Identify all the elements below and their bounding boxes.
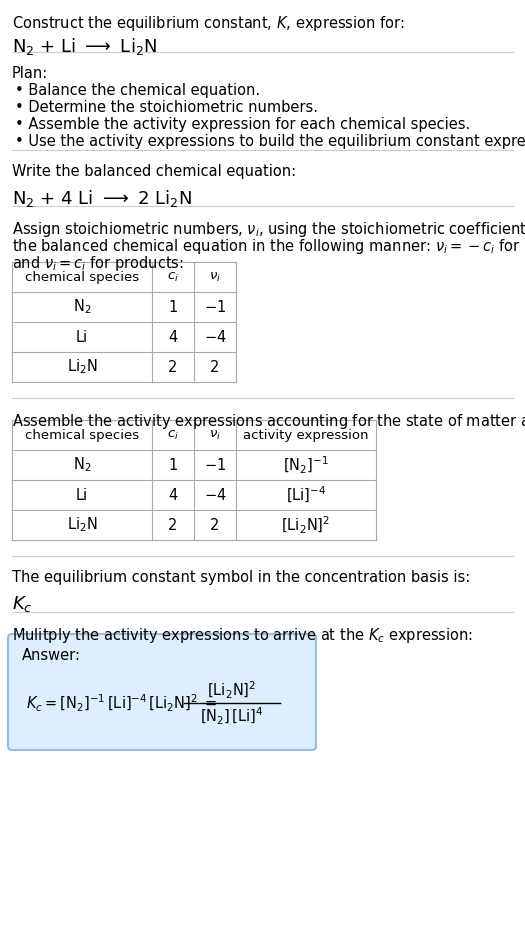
Text: 4: 4: [169, 488, 177, 502]
Text: $-1$: $-1$: [204, 299, 226, 315]
Text: • Determine the stoichiometric numbers.: • Determine the stoichiometric numbers.: [15, 100, 318, 115]
Text: 4: 4: [169, 330, 177, 345]
Text: $\mathrm{N_2}$: $\mathrm{N_2}$: [73, 298, 91, 317]
Text: 2: 2: [211, 360, 219, 375]
Text: $c_i$: $c_i$: [167, 429, 179, 442]
Text: $\mathrm{N_2}$ + Li $\longrightarrow$ $\mathrm{Li_2N}$: $\mathrm{N_2}$ + Li $\longrightarrow$ $\…: [12, 36, 157, 57]
Text: Assign stoichiometric numbers, $\nu_i$, using the stoichiometric coefficients, $: Assign stoichiometric numbers, $\nu_i$, …: [12, 220, 525, 239]
Text: Assemble the activity expressions accounting for the state of matter and $\nu_i$: Assemble the activity expressions accoun…: [12, 412, 525, 431]
Text: activity expression: activity expression: [243, 429, 369, 442]
Text: $\nu_i$: $\nu_i$: [209, 429, 221, 442]
Text: • Balance the chemical equation.: • Balance the chemical equation.: [15, 83, 260, 98]
Text: and $\nu_i = c_i$ for products:: and $\nu_i = c_i$ for products:: [12, 254, 184, 273]
Text: $[\mathrm{Li_2N}]^{2}$: $[\mathrm{Li_2N}]^{2}$: [207, 679, 257, 701]
Text: 1: 1: [169, 458, 177, 473]
Text: chemical species: chemical species: [25, 270, 139, 284]
Text: $\mathrm{Li_2N}$: $\mathrm{Li_2N}$: [67, 515, 97, 534]
Text: the balanced chemical equation in the following manner: $\nu_i = -c_i$ for react: the balanced chemical equation in the fo…: [12, 237, 525, 256]
Text: Li: Li: [76, 330, 88, 345]
Text: $[\mathrm{Li_2N}]^{2}$: $[\mathrm{Li_2N}]^{2}$: [281, 514, 331, 536]
Text: 2: 2: [169, 360, 177, 375]
FancyBboxPatch shape: [8, 634, 316, 750]
Text: The equilibrium constant symbol in the concentration basis is:: The equilibrium constant symbol in the c…: [12, 570, 470, 585]
Text: Plan:: Plan:: [12, 66, 48, 81]
Text: 1: 1: [169, 300, 177, 315]
Text: Write the balanced chemical equation:: Write the balanced chemical equation:: [12, 164, 296, 179]
Text: $c_i$: $c_i$: [167, 270, 179, 284]
Text: $[\mathrm{Li}]^{-4}$: $[\mathrm{Li}]^{-4}$: [286, 485, 326, 505]
Text: Li: Li: [76, 488, 88, 502]
Text: $[\mathrm{N_2}]\,[\mathrm{Li}]^{4}$: $[\mathrm{N_2}]\,[\mathrm{Li}]^{4}$: [200, 706, 264, 726]
Text: $-4$: $-4$: [204, 487, 226, 503]
Text: $[\mathrm{N_2}]^{-1}$: $[\mathrm{N_2}]^{-1}$: [283, 454, 329, 476]
Text: $-1$: $-1$: [204, 457, 226, 473]
Text: $K_c$: $K_c$: [12, 594, 33, 614]
Text: chemical species: chemical species: [25, 429, 139, 442]
Text: 2: 2: [169, 517, 177, 532]
Text: $K_c = [\mathrm{N_2}]^{-1}\,[\mathrm{Li}]^{-4}\,[\mathrm{Li_2N}]^{2}\; =\; $: $K_c = [\mathrm{N_2}]^{-1}\,[\mathrm{Li}…: [26, 692, 217, 713]
Text: Construct the equilibrium constant, $K$, expression for:: Construct the equilibrium constant, $K$,…: [12, 14, 405, 33]
Text: Mulitply the activity expressions to arrive at the $K_c$ expression:: Mulitply the activity expressions to arr…: [12, 626, 473, 645]
Text: $\mathrm{N_2}$ + 4 Li $\longrightarrow$ 2 $\mathrm{Li_2N}$: $\mathrm{N_2}$ + 4 Li $\longrightarrow$ …: [12, 188, 192, 209]
Text: $\nu_i$: $\nu_i$: [209, 270, 221, 284]
Text: 2: 2: [211, 517, 219, 532]
Text: $\mathrm{N_2}$: $\mathrm{N_2}$: [73, 456, 91, 475]
Text: • Use the activity expressions to build the equilibrium constant expression.: • Use the activity expressions to build …: [15, 134, 525, 149]
Text: $-4$: $-4$: [204, 329, 226, 345]
Text: • Assemble the activity expression for each chemical species.: • Assemble the activity expression for e…: [15, 117, 470, 132]
Text: $\mathrm{Li_2N}$: $\mathrm{Li_2N}$: [67, 358, 97, 377]
Text: Answer:: Answer:: [22, 648, 81, 663]
